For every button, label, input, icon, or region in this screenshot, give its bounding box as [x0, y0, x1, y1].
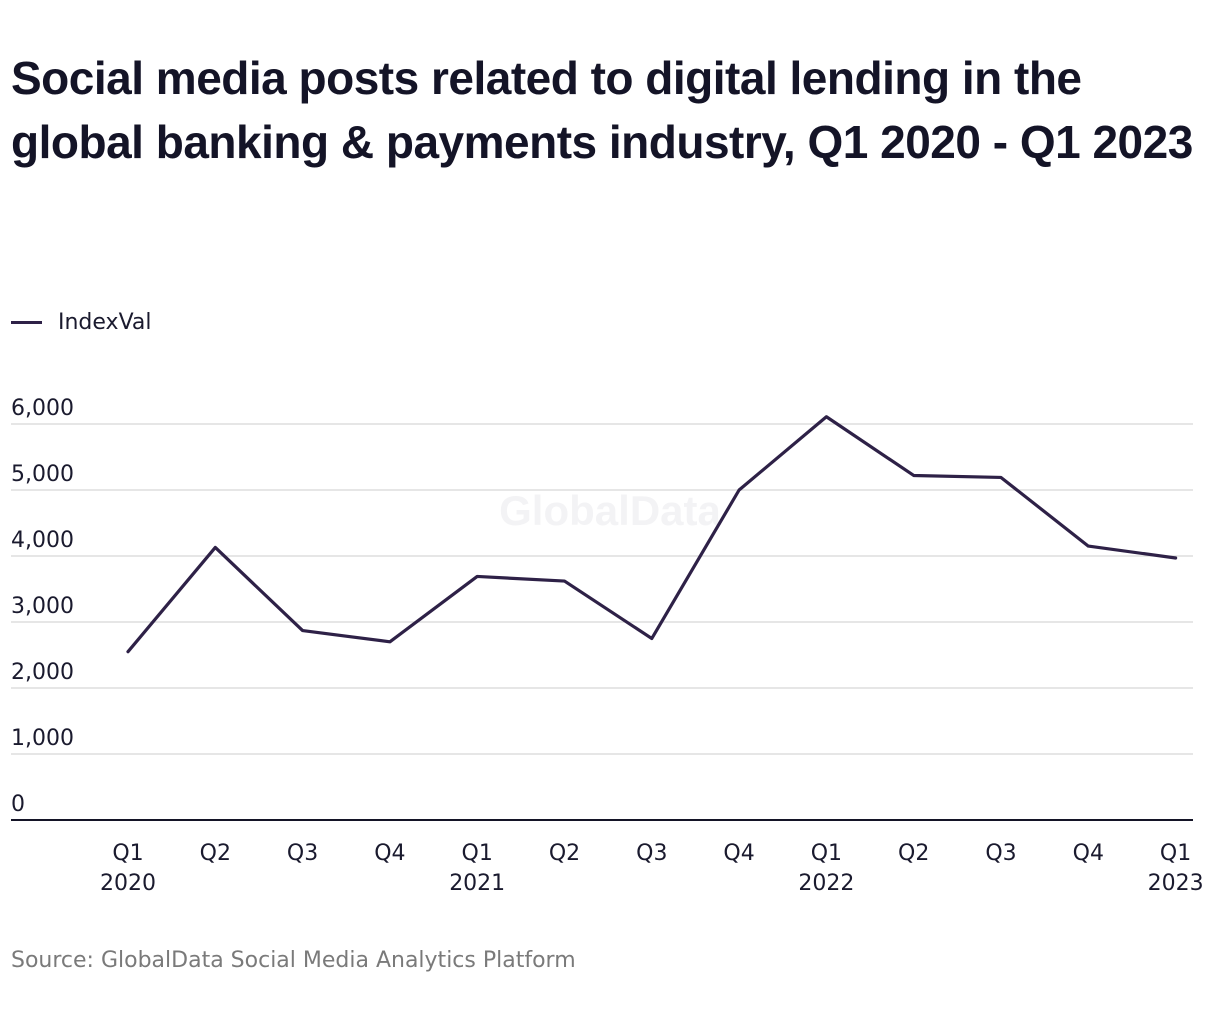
y-axis-ticks: 0 1,000 2,000 3,000 4,000 5,000 6,000 [11, 396, 74, 817]
x-tick-label-10: Q3 [985, 841, 1016, 866]
x-tick-label-9: Q2 [898, 841, 929, 866]
x-tick-label-8: Q1 [811, 841, 842, 866]
x-tick-label-0: Q1 [112, 841, 143, 866]
legend-label-indexval: IndexVal [58, 309, 152, 335]
y-tick-label-5000: 5,000 [11, 462, 74, 487]
source-note: Source: GlobalData Social Media Analytic… [11, 948, 576, 973]
x-tick-year-12: 2023 [1148, 871, 1204, 896]
watermark: GlobalData [499, 487, 721, 534]
x-tick-year-8: 2022 [798, 871, 854, 896]
series-layer [126, 415, 1178, 654]
x-tick-label-4: Q1 [462, 841, 493, 866]
x-tick-label-1: Q2 [200, 841, 231, 866]
y-tick-label-3000: 3,000 [11, 594, 74, 619]
x-tick-label-7: Q4 [723, 841, 754, 866]
x-tick-label-2: Q3 [287, 841, 318, 866]
series-line-indexval [126, 415, 1178, 654]
x-tick-year-4: 2021 [449, 871, 505, 896]
x-tick-label-12: Q1 [1160, 841, 1191, 866]
y-tick-label-1000: 1,000 [11, 726, 74, 751]
x-tick-label-11: Q4 [1073, 841, 1104, 866]
legend: IndexVal [11, 308, 152, 336]
line-chart: GlobalData 0 1,000 2,000 3,000 4,000 5,000 6,0… [11, 396, 1204, 896]
x-tick-label-3: Q4 [374, 841, 405, 866]
y-tick-label-4000: 4,000 [11, 528, 74, 553]
y-tick-label-2000: 2,000 [11, 660, 74, 685]
x-tick-year-0: 2020 [100, 871, 156, 896]
y-tick-label-6000: 6,000 [11, 396, 74, 421]
x-tick-label-6: Q3 [636, 841, 667, 866]
chart-title: Social media posts related to digital le… [11, 52, 1193, 168]
x-axis-ticks: Q1 2020 Q2 Q3 Q4 Q1 2021 Q2 Q3 Q4 Q1 2022 Q2 Q3 Q4 Q1 20… [100, 841, 1204, 896]
x-tick-label-5: Q2 [549, 841, 580, 866]
legend-swatch-indexval [11, 320, 42, 324]
y-tick-label-0: 0 [11, 792, 25, 817]
gridlines [11, 423, 1193, 755]
